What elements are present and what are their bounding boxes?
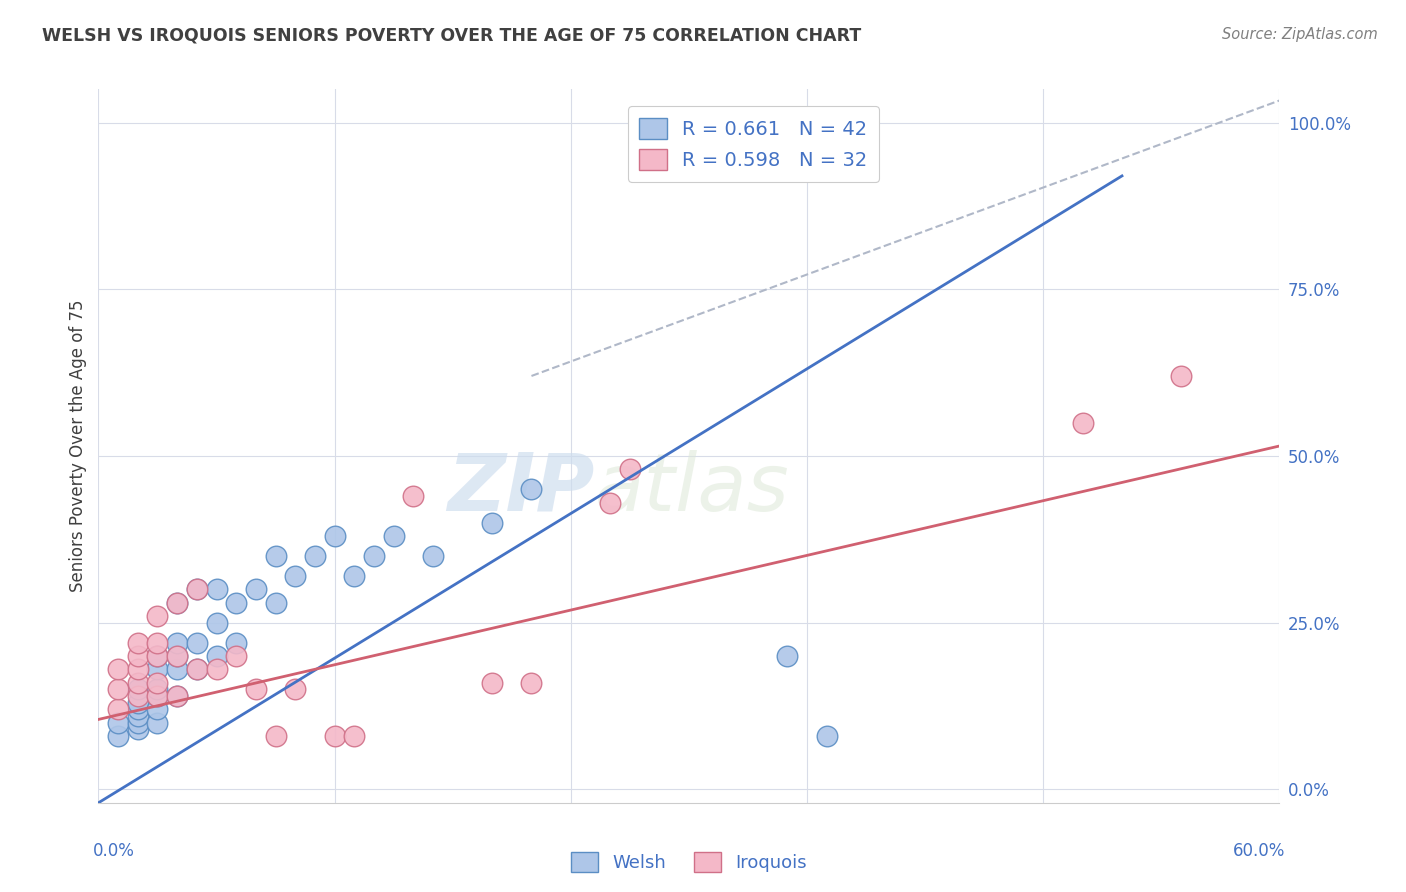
Point bbox=[1170, 368, 1192, 383]
Point bbox=[264, 729, 287, 743]
Point bbox=[127, 682, 149, 697]
Point bbox=[127, 702, 149, 716]
Text: ZIP: ZIP bbox=[447, 450, 595, 528]
Point bbox=[107, 702, 129, 716]
Point bbox=[127, 696, 149, 710]
Point bbox=[146, 689, 169, 703]
Point bbox=[146, 689, 169, 703]
Point bbox=[343, 729, 366, 743]
Point bbox=[225, 649, 247, 664]
Point bbox=[146, 649, 169, 664]
Point bbox=[127, 715, 149, 730]
Point bbox=[127, 636, 149, 650]
Point bbox=[166, 649, 188, 664]
Text: atlas: atlas bbox=[595, 450, 789, 528]
Point bbox=[146, 702, 169, 716]
Point bbox=[166, 636, 188, 650]
Point bbox=[107, 682, 129, 697]
Point bbox=[127, 675, 149, 690]
Point bbox=[619, 462, 641, 476]
Point bbox=[284, 569, 307, 583]
Point bbox=[127, 723, 149, 737]
Point bbox=[127, 649, 149, 664]
Point bbox=[146, 675, 169, 690]
Point bbox=[205, 615, 228, 630]
Point bbox=[284, 682, 307, 697]
Point bbox=[481, 516, 503, 530]
Point bbox=[107, 715, 129, 730]
Point bbox=[520, 675, 543, 690]
Point bbox=[127, 662, 149, 676]
Point bbox=[225, 636, 247, 650]
Point bbox=[520, 483, 543, 497]
Text: WELSH VS IROQUOIS SENIORS POVERTY OVER THE AGE OF 75 CORRELATION CHART: WELSH VS IROQUOIS SENIORS POVERTY OVER T… bbox=[42, 27, 862, 45]
Point bbox=[264, 596, 287, 610]
Point bbox=[323, 529, 346, 543]
Point bbox=[146, 682, 169, 697]
Point bbox=[245, 582, 267, 597]
Point bbox=[166, 689, 188, 703]
Point bbox=[127, 689, 149, 703]
Point bbox=[186, 662, 208, 676]
Point bbox=[638, 149, 661, 163]
Point bbox=[166, 596, 188, 610]
Point bbox=[166, 596, 188, 610]
Point bbox=[186, 582, 208, 597]
Point bbox=[264, 549, 287, 563]
Point bbox=[422, 549, 444, 563]
Point bbox=[146, 662, 169, 676]
Text: 0.0%: 0.0% bbox=[93, 842, 135, 860]
Point bbox=[815, 729, 838, 743]
Point bbox=[186, 662, 208, 676]
Text: Source: ZipAtlas.com: Source: ZipAtlas.com bbox=[1222, 27, 1378, 42]
Point bbox=[205, 662, 228, 676]
Point bbox=[402, 489, 425, 503]
Point bbox=[146, 636, 169, 650]
Point bbox=[146, 649, 169, 664]
Point bbox=[382, 529, 405, 543]
Point bbox=[776, 649, 799, 664]
Point bbox=[245, 682, 267, 697]
Y-axis label: Seniors Poverty Over the Age of 75: Seniors Poverty Over the Age of 75 bbox=[69, 300, 87, 592]
Point bbox=[146, 609, 169, 624]
Point bbox=[166, 689, 188, 703]
Point bbox=[107, 729, 129, 743]
Point bbox=[107, 662, 129, 676]
Point bbox=[186, 636, 208, 650]
Text: 60.0%: 60.0% bbox=[1233, 842, 1285, 860]
Point bbox=[205, 649, 228, 664]
Point bbox=[146, 715, 169, 730]
Point bbox=[1071, 416, 1094, 430]
Point bbox=[304, 549, 326, 563]
Point bbox=[363, 549, 385, 563]
Legend: Welsh, Iroquois: Welsh, Iroquois bbox=[564, 845, 814, 880]
Point bbox=[205, 582, 228, 597]
Point bbox=[323, 729, 346, 743]
Point bbox=[166, 649, 188, 664]
Point bbox=[186, 582, 208, 597]
Point bbox=[343, 569, 366, 583]
Point bbox=[599, 496, 621, 510]
Point bbox=[481, 675, 503, 690]
Point bbox=[225, 596, 247, 610]
Point bbox=[166, 662, 188, 676]
Point bbox=[127, 709, 149, 723]
